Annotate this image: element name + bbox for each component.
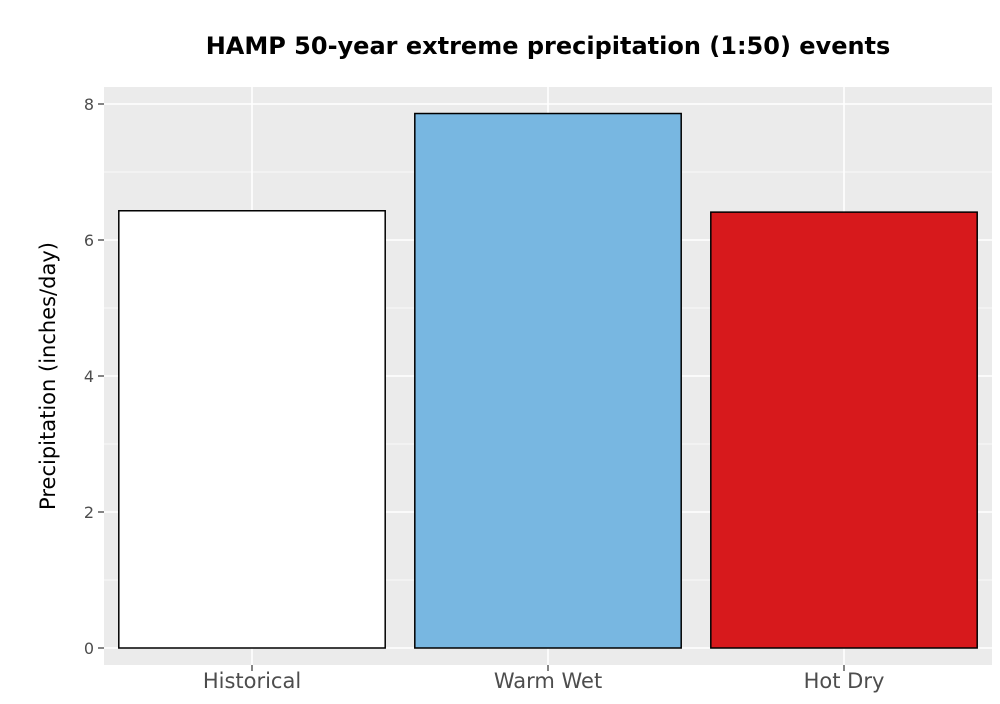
- y-axis-ticks: 0 2 4 6 8: [84, 95, 104, 658]
- y-tick-label: 4: [84, 367, 94, 386]
- bar: [118, 210, 386, 649]
- bar: [710, 211, 978, 649]
- x-axis-ticks: Historical Warm Wet Hot Dry: [203, 665, 885, 693]
- y-axis-label: Precipitation (inches/day): [36, 242, 60, 510]
- chart-title: HAMP 50-year extreme precipitation (1:50…: [206, 32, 891, 60]
- y-tick-label: 8: [84, 95, 94, 114]
- y-tick-label: 0: [84, 639, 94, 658]
- x-tick-label: Hot Dry: [804, 669, 885, 693]
- y-tick-label: 6: [84, 231, 94, 250]
- x-tick-label: Historical: [203, 669, 301, 693]
- y-tick-label: 2: [84, 503, 94, 522]
- x-tick-label: Warm Wet: [494, 669, 602, 693]
- bars: [118, 112, 978, 649]
- bar: [414, 112, 682, 649]
